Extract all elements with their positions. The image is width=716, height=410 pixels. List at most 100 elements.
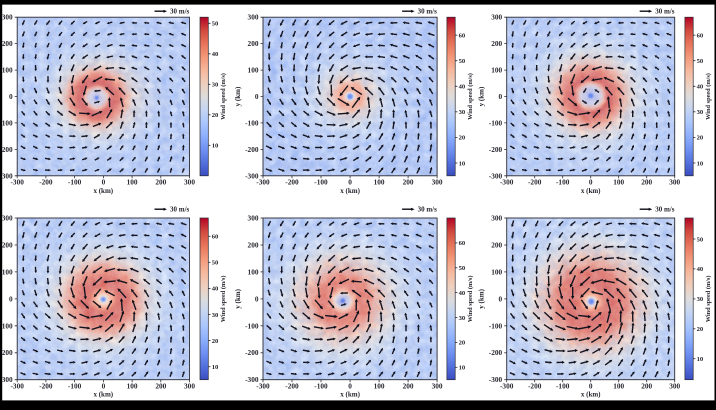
svg-text:300: 300: [669, 177, 680, 186]
svg-text:-300: -300: [500, 381, 514, 390]
svg-text:-200: -200: [489, 145, 503, 154]
svg-text:10: 10: [697, 160, 704, 167]
svg-text:-300: -300: [489, 375, 503, 384]
svg-text:60: 60: [459, 32, 466, 39]
svg-text:y (km): y (km): [478, 86, 486, 106]
svg-text:0: 0: [102, 381, 106, 390]
svg-text:30 m/s: 30 m/s: [418, 206, 438, 214]
svg-text:y (km): y (km): [234, 86, 242, 106]
svg-text:-200: -200: [39, 381, 53, 390]
svg-text:200: 200: [491, 39, 502, 48]
svg-text:-300: -300: [245, 375, 259, 384]
svg-text:30: 30: [697, 109, 704, 116]
svg-text:300: 300: [491, 13, 502, 22]
svg-text:-200: -200: [285, 177, 299, 186]
svg-text:-300: -300: [500, 177, 514, 186]
svg-text:40: 40: [697, 84, 704, 91]
svg-text:30 m/s: 30 m/s: [655, 8, 675, 16]
svg-text:50: 50: [459, 58, 466, 65]
svg-text:10: 10: [697, 356, 704, 363]
svg-text:200: 200: [641, 381, 652, 390]
svg-text:0: 0: [255, 294, 259, 303]
svg-text:-200: -200: [245, 145, 259, 154]
svg-text:300: 300: [491, 214, 502, 223]
svg-text:300: 300: [184, 381, 195, 390]
svg-text:-200: -200: [528, 381, 542, 390]
svg-text:y (km): y (km): [478, 288, 486, 308]
svg-text:-200: -200: [528, 177, 542, 186]
svg-text:x (km): x (km): [581, 391, 601, 399]
svg-text:20: 20: [697, 135, 704, 142]
svg-text:0: 0: [255, 92, 259, 101]
svg-text:-200: -200: [0, 145, 13, 154]
svg-text:50: 50: [697, 236, 704, 243]
svg-text:100: 100: [374, 381, 385, 390]
svg-text:100: 100: [248, 267, 259, 276]
svg-text:50: 50: [459, 265, 466, 272]
svg-text:100: 100: [2, 267, 13, 276]
svg-text:0: 0: [9, 294, 13, 303]
svg-text:100: 100: [127, 381, 138, 390]
svg-text:-100: -100: [245, 321, 259, 330]
svg-text:30: 30: [459, 109, 466, 116]
svg-text:200: 200: [2, 39, 13, 48]
svg-text:40: 40: [459, 84, 466, 91]
svg-text:10: 10: [212, 143, 219, 150]
svg-text:0: 0: [348, 177, 352, 186]
svg-text:-100: -100: [0, 118, 13, 127]
svg-text:-200: -200: [0, 348, 13, 357]
svg-text:200: 200: [491, 241, 502, 250]
svg-text:100: 100: [374, 177, 385, 186]
svg-text:x (km): x (km): [340, 391, 360, 399]
svg-text:-100: -100: [68, 381, 82, 390]
svg-text:-200: -200: [39, 177, 53, 186]
svg-text:100: 100: [2, 66, 13, 75]
svg-text:y (km): y (km): [234, 288, 242, 308]
svg-text:300: 300: [248, 13, 259, 22]
svg-text:Wind speed (m/s): Wind speed (m/s): [220, 276, 227, 323]
svg-text:30 m/s: 30 m/s: [418, 8, 438, 16]
svg-text:-300: -300: [11, 177, 25, 186]
svg-text:200: 200: [155, 381, 166, 390]
svg-text:0: 0: [348, 381, 352, 390]
svg-text:-100: -100: [556, 381, 570, 390]
svg-text:100: 100: [248, 66, 259, 75]
svg-text:200: 200: [248, 241, 259, 250]
svg-text:300: 300: [432, 381, 443, 390]
svg-text:-300: -300: [11, 381, 25, 390]
svg-text:40: 40: [212, 286, 219, 293]
svg-text:-300: -300: [0, 375, 13, 384]
svg-text:40: 40: [212, 51, 219, 58]
svg-text:30: 30: [212, 82, 219, 89]
svg-text:Wind speed (m/s): Wind speed (m/s): [220, 73, 227, 120]
svg-text:20: 20: [212, 112, 219, 119]
svg-text:30 m/s: 30 m/s: [170, 8, 190, 16]
svg-text:20: 20: [459, 340, 466, 347]
svg-text:100: 100: [491, 66, 502, 75]
svg-text:20: 20: [697, 326, 704, 333]
svg-text:0: 0: [9, 92, 13, 101]
svg-text:30: 30: [697, 296, 704, 303]
svg-text:300: 300: [184, 177, 195, 186]
svg-text:30: 30: [459, 315, 466, 322]
svg-text:Wind speed (m/s): Wind speed (m/s): [467, 73, 474, 120]
svg-text:-100: -100: [245, 118, 259, 127]
svg-text:-300: -300: [256, 177, 270, 186]
svg-text:-100: -100: [489, 321, 503, 330]
svg-text:40: 40: [459, 290, 466, 297]
svg-text:Wind speed (m/s): Wind speed (m/s): [467, 276, 474, 323]
svg-text:30: 30: [212, 312, 219, 319]
svg-text:-200: -200: [245, 348, 259, 357]
svg-text:-200: -200: [285, 381, 299, 390]
svg-text:100: 100: [613, 381, 624, 390]
svg-text:-100: -100: [0, 321, 13, 330]
svg-text:300: 300: [2, 214, 13, 223]
svg-text:-300: -300: [489, 171, 503, 180]
svg-text:100: 100: [613, 177, 624, 186]
svg-text:-100: -100: [314, 381, 328, 390]
svg-text:60: 60: [697, 32, 704, 39]
svg-text:100: 100: [127, 177, 138, 186]
svg-text:50: 50: [212, 260, 219, 267]
svg-text:20: 20: [459, 135, 466, 142]
svg-text:10: 10: [212, 364, 219, 371]
